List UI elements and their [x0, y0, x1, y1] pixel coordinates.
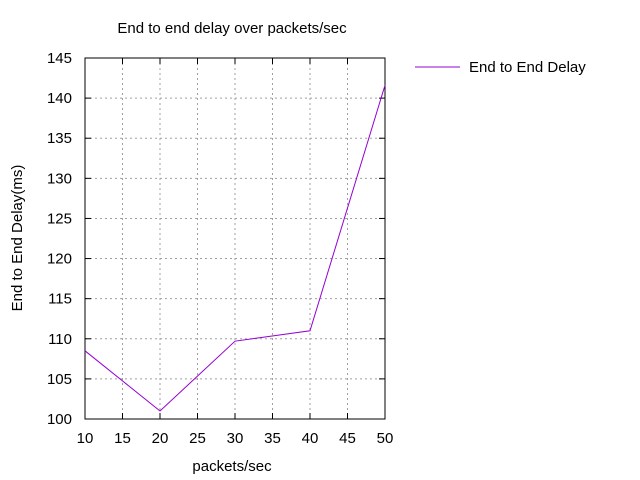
x-tick-label: 10 [77, 430, 94, 447]
y-tick-label: 125 [47, 210, 72, 227]
x-tick-label: 45 [339, 430, 356, 447]
legend-label: End to End Delay [469, 59, 586, 76]
x-tick-label: 15 [114, 430, 131, 447]
y-tick-label: 100 [47, 411, 72, 428]
x-axis-title: packets/sec [192, 458, 272, 475]
grid [85, 58, 385, 419]
y-tick-label: 115 [48, 291, 72, 308]
x-tick-label: 50 [377, 430, 394, 447]
y-tick-label: 120 [47, 251, 72, 268]
y-tick-label: 145 [47, 50, 72, 67]
x-tick-label: 35 [264, 430, 281, 447]
chart-title: End to end delay over packets/sec [117, 20, 347, 37]
y-tick-label: 130 [47, 170, 72, 187]
x-tick-label: 25 [189, 430, 206, 447]
y-tick-label: 110 [48, 331, 72, 348]
x-tick-label: 30 [227, 430, 244, 447]
y-tick-label: 140 [47, 90, 72, 107]
series-line [84, 85, 386, 412]
y-tick-label: 105 [47, 371, 72, 388]
ticks: 10 15 20 25 30 35 40 45 50 100 105 110 115 120 125 130 1… [47, 50, 393, 447]
legend: End to End Delay [415, 59, 586, 76]
y-axis-title: End to End Delay(ms) [9, 165, 26, 312]
series-group [84, 85, 386, 412]
y-tick-label: 135 [47, 130, 72, 147]
x-tick-label: 20 [152, 430, 169, 447]
x-tick-label: 40 [302, 430, 319, 447]
